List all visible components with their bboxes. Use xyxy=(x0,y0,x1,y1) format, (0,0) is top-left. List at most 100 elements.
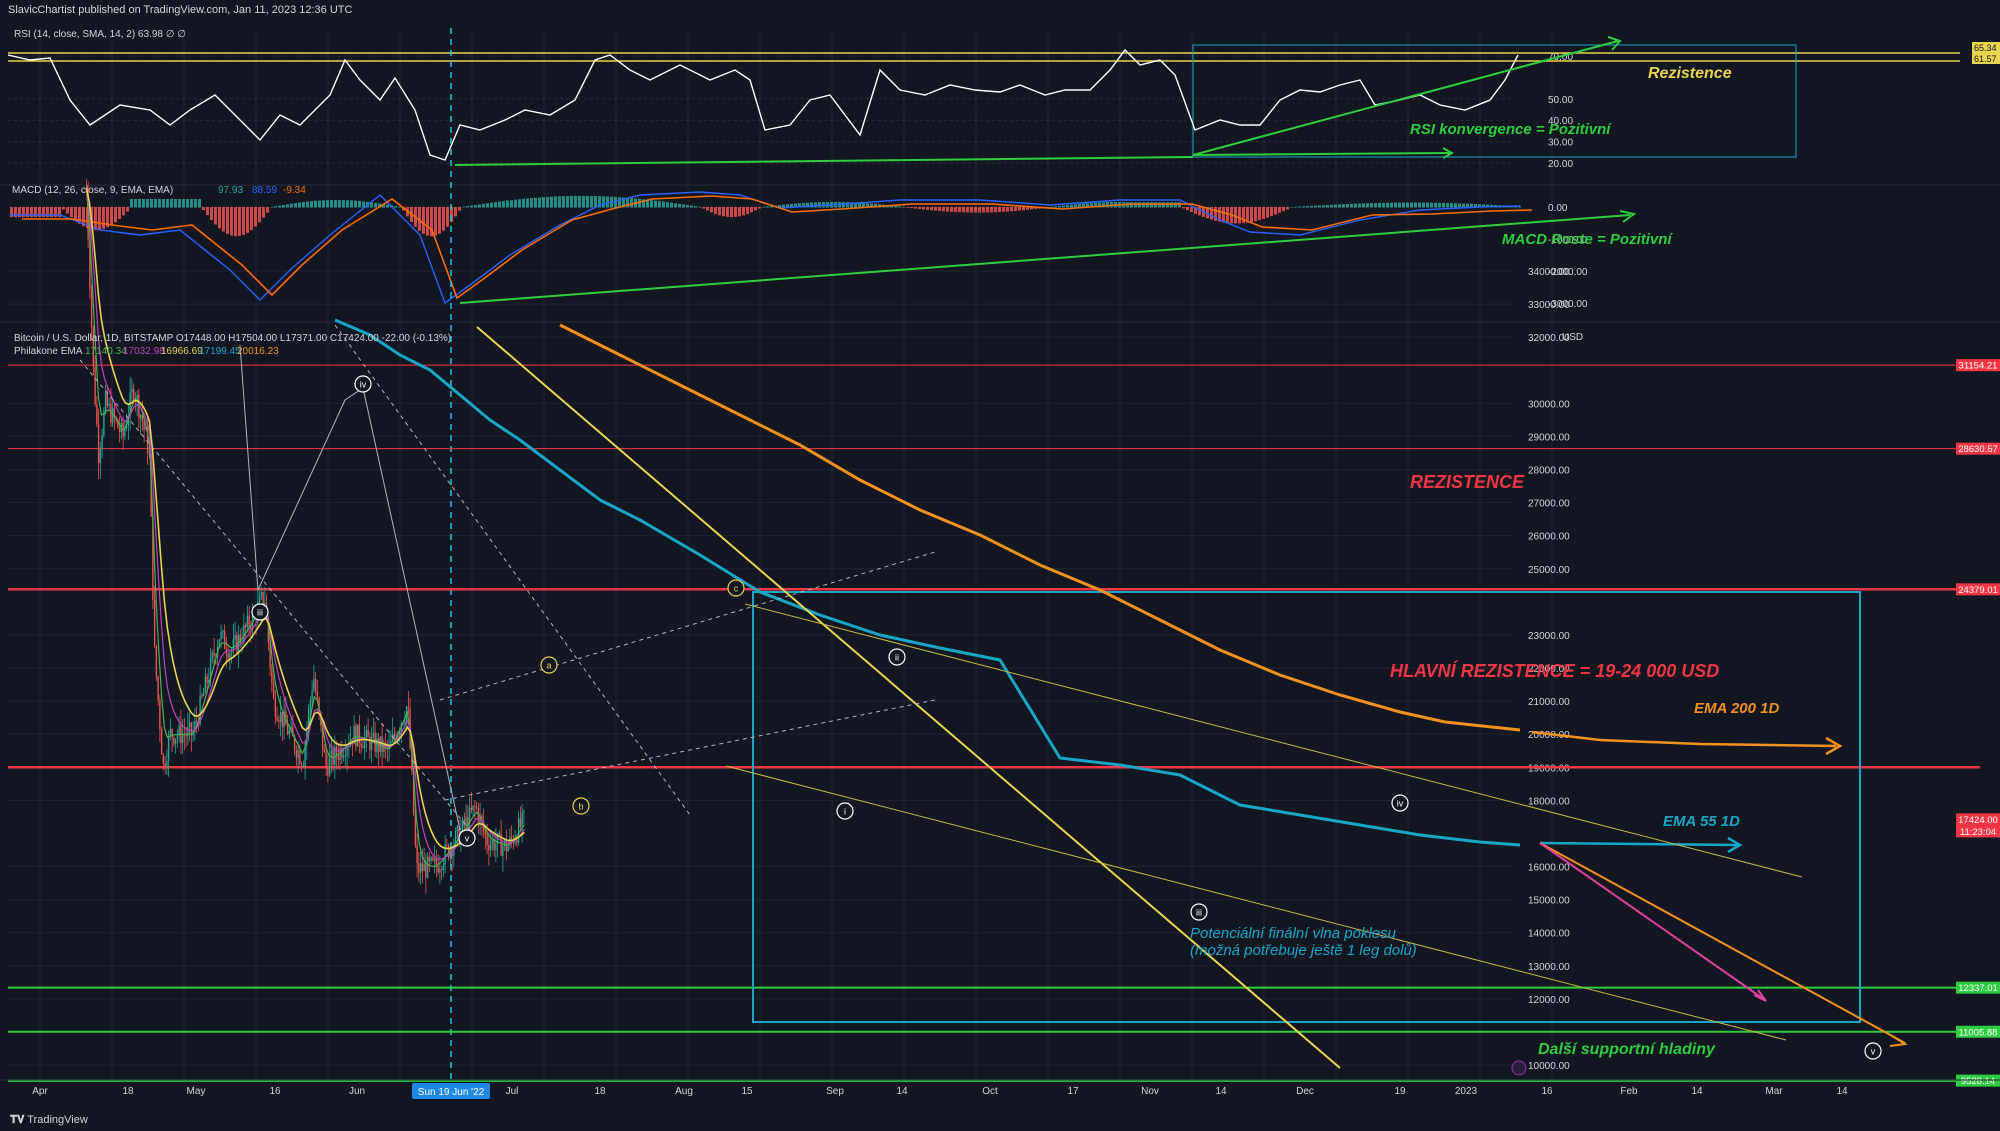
candle-body xyxy=(327,766,329,776)
candle-body xyxy=(491,839,494,844)
macd-bar xyxy=(846,202,849,208)
x-tick-label: 18 xyxy=(122,1086,134,1097)
macd-bar xyxy=(554,196,557,208)
candle-body xyxy=(297,750,299,758)
x-tick-label: Nov xyxy=(1141,1086,1159,1097)
macd-bar xyxy=(1458,203,1461,208)
macd-bar xyxy=(802,202,805,208)
macd-bar xyxy=(58,207,61,218)
candle-body xyxy=(171,729,173,738)
candle-body xyxy=(286,724,289,735)
wave-marker xyxy=(1864,1042,1882,1060)
pink-projection xyxy=(1539,842,1766,1001)
macd-bar xyxy=(1190,207,1193,213)
x-tick-label: Sep xyxy=(826,1086,844,1097)
candle-body xyxy=(302,766,305,768)
macd-bar xyxy=(746,207,749,214)
support-label: Další supportní hladiny xyxy=(1538,1041,1716,1058)
rsi-tag xyxy=(1972,53,2000,64)
candle-body xyxy=(209,657,212,680)
macd-bar xyxy=(258,207,261,223)
macd-bar xyxy=(806,202,809,208)
macd-bar xyxy=(982,207,985,213)
macd-bar xyxy=(906,207,909,208)
candle-body xyxy=(384,742,387,745)
macd-bar xyxy=(494,202,497,208)
candle-body xyxy=(468,807,471,830)
macd-bar xyxy=(170,199,173,208)
candle-body xyxy=(208,679,210,683)
wave-label: i xyxy=(844,807,846,817)
candle-body xyxy=(390,740,392,744)
macd-tick-label: -2000.00 xyxy=(1548,267,1588,278)
macd-bar xyxy=(710,207,713,213)
macd-bar xyxy=(1442,202,1445,208)
candle-body xyxy=(363,737,366,748)
candle-body xyxy=(519,818,522,827)
macd-bar xyxy=(918,207,921,210)
macd-bar xyxy=(1386,202,1389,208)
macd-bar xyxy=(754,207,757,211)
rsi-legend: RSI (14, close, SMA, 14, 2) 63.98 ∅ ∅ xyxy=(14,29,186,40)
candle-body xyxy=(486,835,488,846)
candle-body xyxy=(101,435,103,450)
price-tag-label: 11005.88 xyxy=(1959,1027,1998,1038)
candle-body xyxy=(227,653,229,659)
candle-body xyxy=(153,600,156,646)
macd-bar xyxy=(514,199,517,208)
candle-body xyxy=(372,732,375,737)
macd-bar xyxy=(1166,202,1169,208)
tradingview-logo[interactable]: 𝐓𝐕 TradingView xyxy=(10,1114,88,1127)
macd-bar xyxy=(1294,206,1297,208)
macd-bar xyxy=(874,203,877,208)
wave-marker xyxy=(572,797,590,815)
macd-bar xyxy=(894,205,897,208)
price-tag-label: 11:23:04 xyxy=(1960,827,1996,838)
rsi-tag-label: 65.34 xyxy=(1974,43,1997,53)
macd-bar xyxy=(210,207,213,220)
macd-bar xyxy=(582,195,585,208)
candle-body xyxy=(393,734,396,738)
candle-body xyxy=(292,726,294,737)
macd-bar xyxy=(1266,207,1269,218)
wave-marker xyxy=(836,802,854,820)
macd-bar xyxy=(486,203,489,208)
candle-body xyxy=(96,404,98,425)
price-tag xyxy=(1956,1074,2000,1087)
macd-bar xyxy=(478,204,481,208)
macd-bar xyxy=(326,200,329,208)
candle-body xyxy=(89,239,91,290)
macd-bar xyxy=(1394,202,1397,208)
macd-bar xyxy=(302,202,305,208)
macd-bar xyxy=(370,202,373,208)
candle-body xyxy=(243,624,245,643)
candle-body xyxy=(192,732,194,736)
macd-bar xyxy=(306,201,309,208)
candle-body xyxy=(262,592,264,604)
candle-body xyxy=(419,863,422,873)
wave-label: v xyxy=(1871,1047,1876,1057)
candle-body xyxy=(185,735,187,737)
macd-bar xyxy=(742,207,745,216)
candle-body xyxy=(493,839,495,851)
candle-body xyxy=(344,755,347,757)
price-tag xyxy=(1956,583,2000,596)
macd-bar xyxy=(18,207,21,218)
macd-bar xyxy=(1102,202,1105,208)
macd-bar xyxy=(342,200,345,208)
macd-bar xyxy=(498,201,501,208)
macd-bar xyxy=(118,207,121,219)
macd-bar xyxy=(1322,205,1325,208)
macd-bar xyxy=(214,207,217,225)
candle-body xyxy=(337,756,340,760)
macd-bar xyxy=(1482,204,1485,208)
candle-body xyxy=(201,695,203,697)
candle-body xyxy=(220,632,222,640)
candle-body xyxy=(250,627,252,630)
macd-bar xyxy=(978,207,981,213)
ema-legend-value: 16966.69 xyxy=(161,346,203,357)
macd-bar xyxy=(1474,204,1477,208)
candle-body xyxy=(316,691,319,699)
macd-bar xyxy=(1242,207,1245,224)
